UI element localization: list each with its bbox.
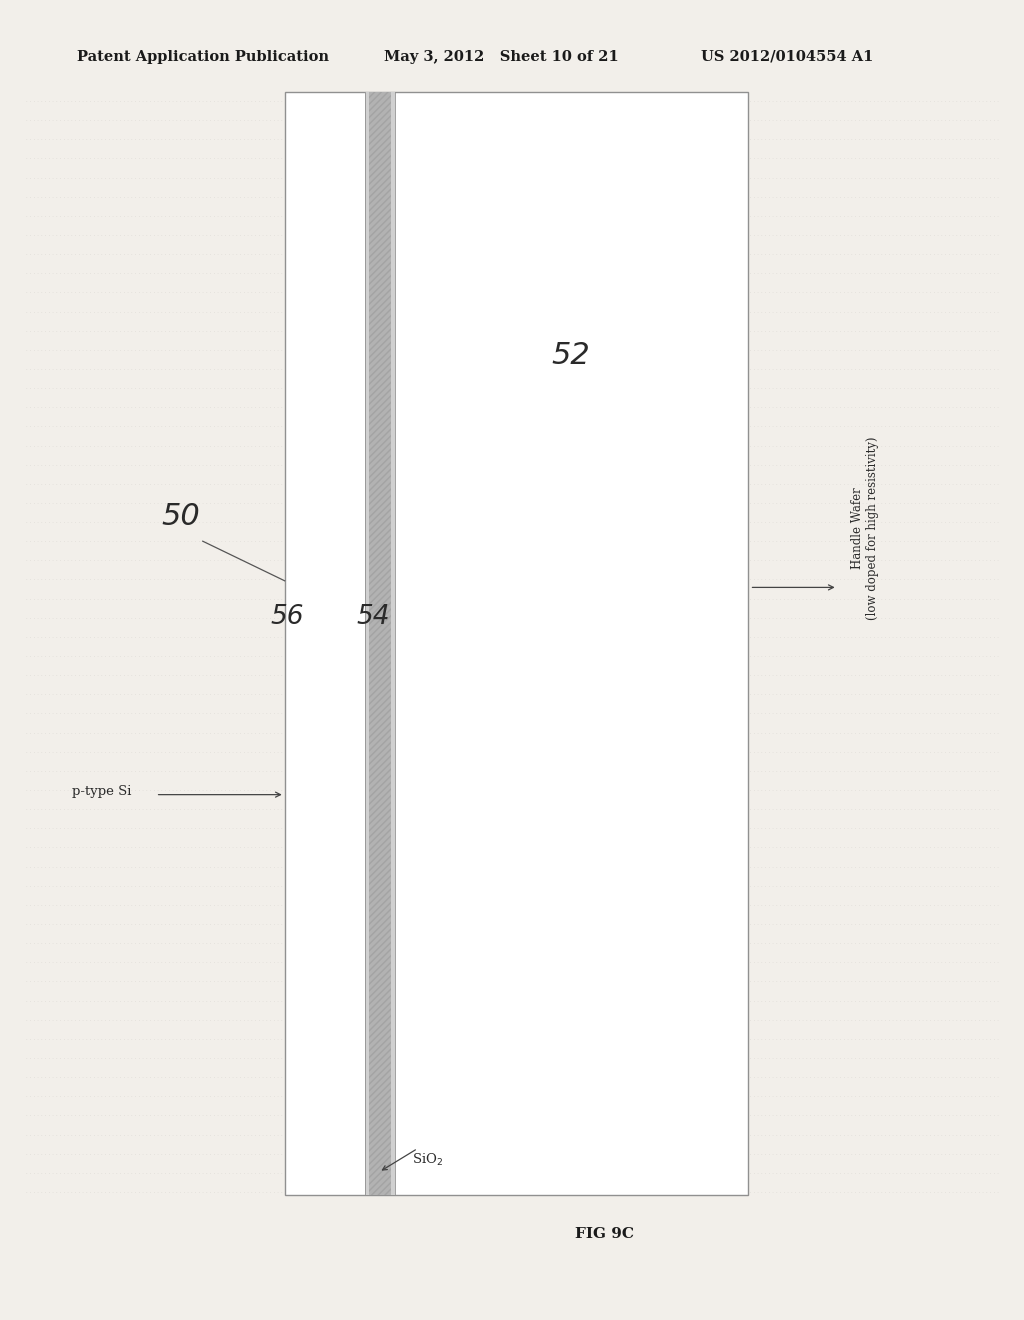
Text: 52: 52 bbox=[551, 341, 590, 370]
Text: 56: 56 bbox=[270, 603, 304, 630]
Text: May 3, 2012   Sheet 10 of 21: May 3, 2012 Sheet 10 of 21 bbox=[384, 50, 618, 63]
Text: US 2012/0104554 A1: US 2012/0104554 A1 bbox=[701, 50, 873, 63]
Text: 54: 54 bbox=[356, 603, 390, 630]
Text: p-type Si: p-type Si bbox=[72, 785, 131, 799]
Text: FIG 9C: FIG 9C bbox=[574, 1228, 634, 1241]
Bar bbox=[391, 92, 395, 1195]
Bar bbox=[369, 92, 391, 1195]
Bar bbox=[365, 92, 369, 1195]
Text: 50: 50 bbox=[162, 502, 201, 531]
Bar bbox=[285, 92, 748, 1195]
Text: Patent Application Publication: Patent Application Publication bbox=[77, 50, 329, 63]
Text: Handle Wafer
(low doped for high resistivity): Handle Wafer (low doped for high resisti… bbox=[851, 436, 880, 620]
Bar bbox=[369, 92, 391, 1195]
Text: SiO$_2$: SiO$_2$ bbox=[412, 1152, 442, 1168]
